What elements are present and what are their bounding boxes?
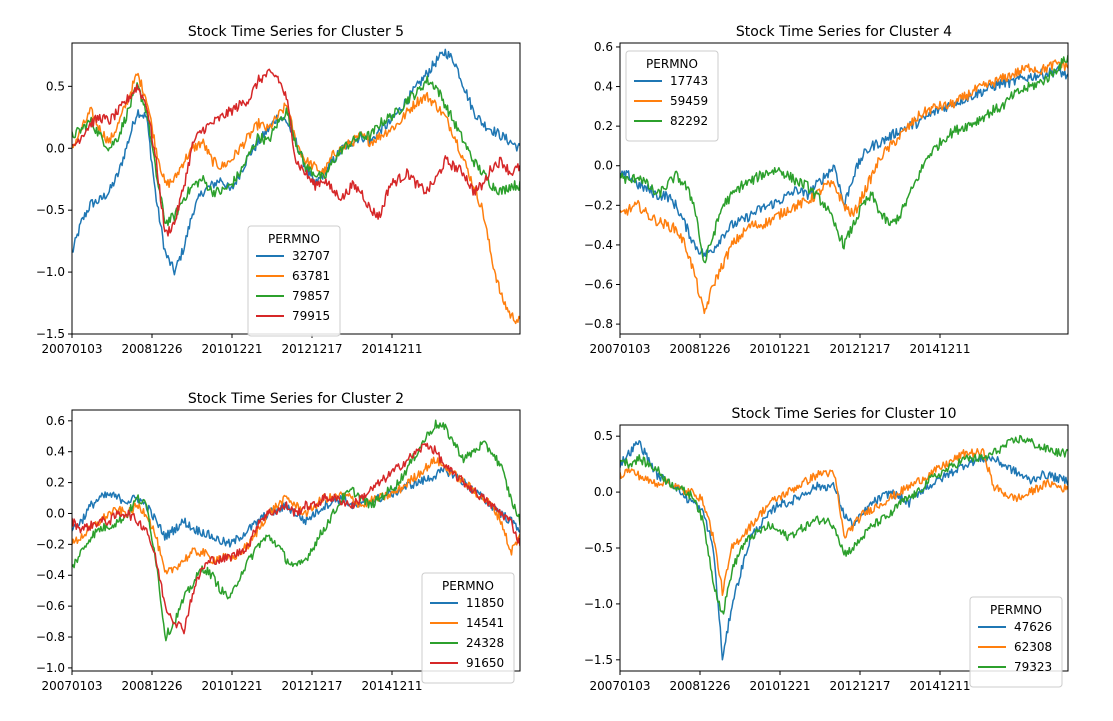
- legend: PERMNO 17743 59459 82292: [625, 50, 719, 142]
- x-tick-label: 20070103: [41, 342, 102, 356]
- y-tick-label: −0.8: [36, 630, 65, 644]
- legend-label: 32707: [292, 249, 330, 263]
- legend-title: PERMNO: [990, 603, 1042, 617]
- y-tick-label: 0.2: [594, 119, 613, 133]
- y-tick-label: 0.5: [594, 429, 613, 443]
- x-tick-label: 20081226: [669, 679, 730, 693]
- x-tick-label: 20101221: [201, 342, 262, 356]
- y-tick-label: −0.4: [36, 568, 65, 582]
- legend: PERMNO 32707 63781 79857 79915: [247, 225, 341, 337]
- series-group: [620, 434, 1068, 661]
- y-tick-label: 0.5: [46, 79, 65, 93]
- plot-frame: [619, 42, 1069, 335]
- x-tick-label: 20141211: [909, 679, 970, 693]
- y-tick-label: 0.6: [594, 40, 613, 54]
- y-tick-label: 0.0: [594, 159, 613, 173]
- series-line-62308: [620, 448, 1068, 597]
- x-tick-label: 20121217: [829, 679, 890, 693]
- legend-box: [969, 596, 1063, 688]
- legend-label: 91650: [466, 656, 504, 670]
- x-tick-label: 20081226: [121, 342, 182, 356]
- y-tick-label: 0.4: [594, 80, 613, 94]
- chart-panel-1: Stock Time Series for Cluster 5 0.5 0.0 −0.…: [36, 24, 521, 356]
- legend-label: 82292: [670, 114, 708, 128]
- legend-label: 14541: [466, 616, 504, 630]
- series-line-79915: [72, 68, 520, 237]
- y-tick-label: −1.0: [36, 265, 65, 279]
- legend: PERMNO 11850 14541 24328 91650: [421, 572, 515, 684]
- x-tick-label: 20101221: [201, 679, 262, 693]
- x-tick-label: 20121217: [829, 342, 890, 356]
- legend-label: 63781: [292, 269, 330, 283]
- y-tick-label: −0.2: [584, 198, 613, 212]
- legend-label: 17743: [670, 74, 708, 88]
- series-group: [72, 48, 520, 325]
- legend-label: 79915: [292, 309, 330, 323]
- legend-label: 59459: [670, 94, 708, 108]
- legend-label: 62308: [1014, 640, 1052, 654]
- y-tick-label: −0.8: [584, 317, 613, 331]
- series-line-24328: [72, 419, 520, 642]
- series-line-59459: [620, 59, 1068, 315]
- x-tick-label: 20070103: [589, 679, 650, 693]
- legend-label: 79323: [1014, 660, 1052, 674]
- y-tick-label: −1.0: [584, 597, 613, 611]
- y-tick-label: −0.6: [36, 599, 65, 613]
- x-tick-label: 20121217: [281, 342, 342, 356]
- x-tick-label: 20141211: [361, 679, 422, 693]
- x-tick-label: 20101221: [749, 342, 810, 356]
- series-line-91650: [72, 442, 520, 635]
- y-tick-label: 0.0: [46, 141, 65, 155]
- legend-label: 24328: [466, 636, 504, 650]
- x-tick-label: 20141211: [909, 342, 970, 356]
- series-group: [72, 419, 520, 642]
- y-tick-label: 0.0: [46, 506, 65, 520]
- y-tick-label: −0.2: [36, 537, 65, 551]
- legend-title: PERMNO: [646, 57, 698, 71]
- plot-frame: [71, 409, 521, 672]
- chart-title: Stock Time Series for Cluster 5: [188, 24, 404, 40]
- legend: PERMNO 47626 62308 79323: [969, 596, 1063, 688]
- chart-panel-4: Stock Time Series for Cluster 10 0.5 0.0 −0…: [584, 406, 1069, 693]
- y-tick-label: 0.0: [594, 485, 613, 499]
- legend-box: [247, 225, 341, 337]
- y-tick-label: −0.5: [36, 203, 65, 217]
- y-tick-label: −1.5: [36, 327, 65, 341]
- chart-panel-2: Stock Time Series for Cluster 4 0.6 0.4 0.2…: [584, 24, 1069, 356]
- series-line-82292: [620, 54, 1068, 264]
- y-tick-label: 0.6: [46, 414, 65, 428]
- x-tick-label: 20070103: [41, 679, 102, 693]
- y-tick-label: 0.2: [46, 476, 65, 490]
- legend-title: PERMNO: [268, 232, 320, 246]
- y-tick-label: −1.5: [584, 653, 613, 667]
- x-tick-label: 20081226: [669, 342, 730, 356]
- legend-box: [421, 572, 515, 684]
- legend-label: 79857: [292, 289, 330, 303]
- legend-label: 11850: [466, 596, 504, 610]
- legend-box: [625, 50, 719, 142]
- legend-title: PERMNO: [442, 579, 494, 593]
- series-group: [620, 54, 1068, 315]
- x-tick-label: 20101221: [749, 679, 810, 693]
- y-tick-label: −0.6: [584, 278, 613, 292]
- y-tick-label: 0.4: [46, 445, 65, 459]
- chart-title: Stock Time Series for Cluster 4: [736, 24, 952, 40]
- legend-label: 47626: [1014, 620, 1052, 634]
- x-tick-label: 20121217: [281, 679, 342, 693]
- chart-panel-3: Stock Time Series for Cluster 2 0.6 0.4 0.2…: [36, 391, 521, 693]
- chart-title: Stock Time Series for Cluster 10: [731, 406, 956, 422]
- x-tick-label: 20070103: [589, 342, 650, 356]
- y-tick-label: −0.4: [584, 238, 613, 252]
- y-tick-label: −0.5: [584, 541, 613, 555]
- x-tick-label: 20141211: [361, 342, 422, 356]
- x-tick-label: 20081226: [121, 679, 182, 693]
- chart-title: Stock Time Series for Cluster 2: [188, 391, 404, 407]
- series-line-79323: [620, 434, 1068, 615]
- y-tick-label: −1.0: [36, 661, 65, 675]
